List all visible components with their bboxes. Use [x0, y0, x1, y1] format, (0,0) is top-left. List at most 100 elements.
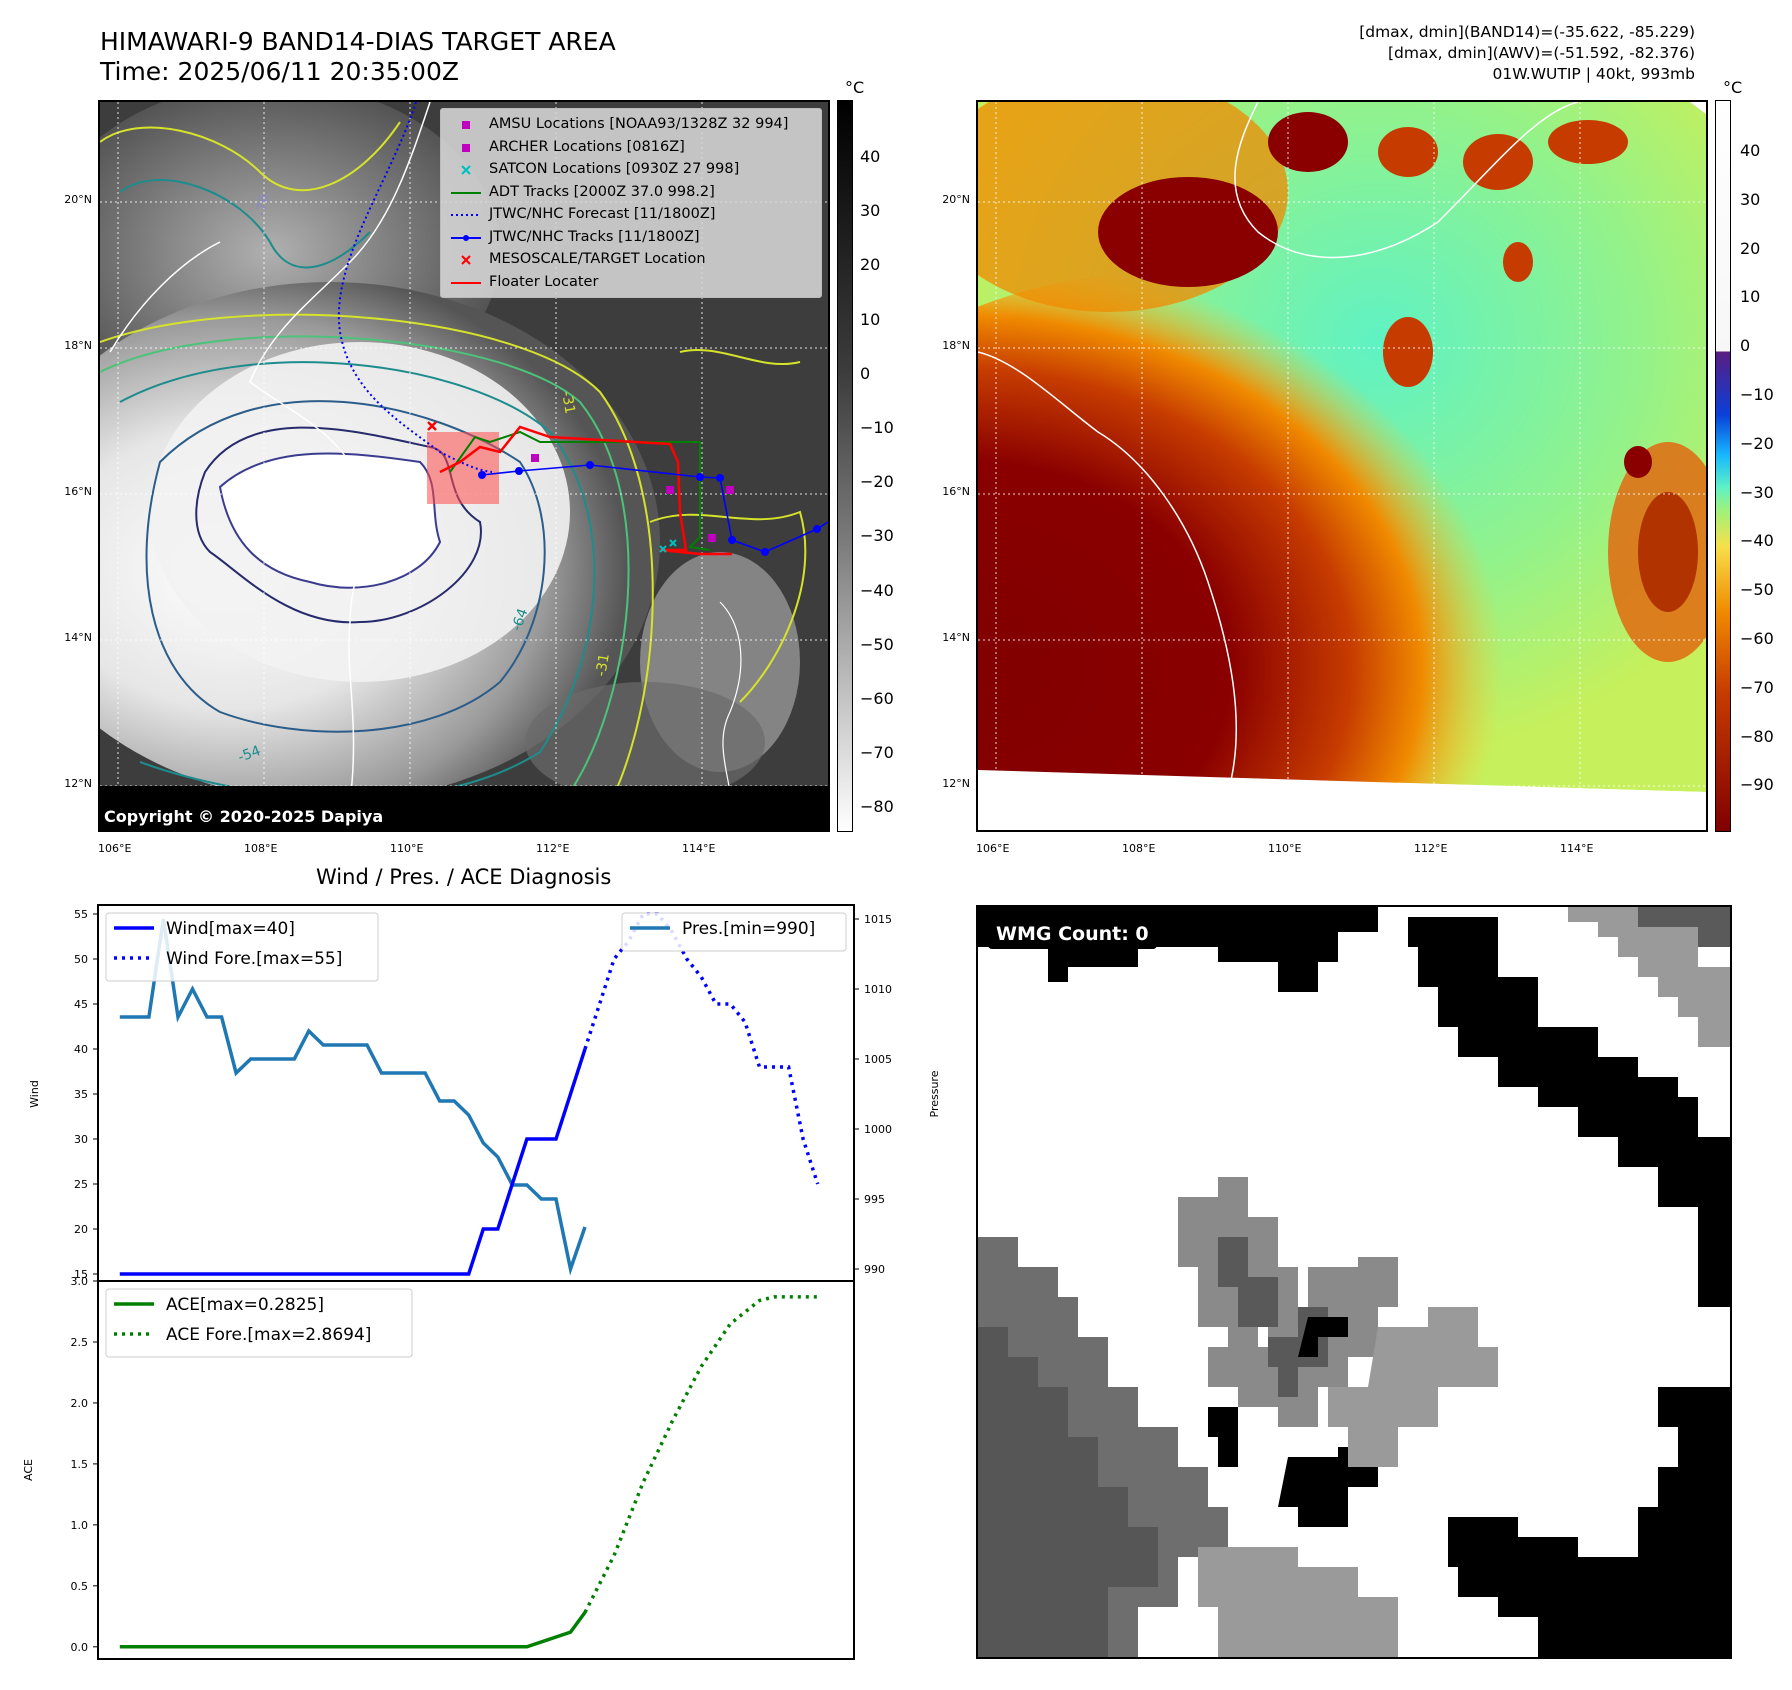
colorbar-tick: −40	[860, 580, 894, 600]
colorbar-unit-right: °C	[1723, 78, 1743, 97]
wind-ytick: 50	[74, 953, 88, 966]
wind-axis-label: Wind	[28, 1080, 41, 1108]
colorbar-tick: −10	[860, 418, 894, 437]
chart-legend: Pres.[min=990]	[621, 912, 847, 952]
legend-entry: SATCON Locations [0930Z 27 998]	[449, 160, 819, 180]
colorbar-tick: −70	[1740, 677, 1774, 697]
legend-entry: ARCHER Locations [0816Z]	[449, 138, 819, 158]
ace-ytick: 3.0	[71, 1275, 89, 1288]
stats-band14: [dmax, dmin](BAND14)=(-35.622, -85.229)	[1359, 23, 1695, 41]
colorbar-tick: 40	[1740, 141, 1761, 160]
colorbar-tick: 0	[860, 363, 871, 383]
legend-label: MESOSCALE/TARGET Location	[489, 251, 706, 267]
contour-label: -31	[593, 652, 613, 677]
legend-swatch	[449, 228, 483, 248]
legend-label: SATCON Locations [0930Z 27 998]	[489, 161, 740, 177]
lat-label: 20°N	[942, 193, 970, 206]
legend-swatch	[449, 273, 483, 293]
wind-ytick: 30	[74, 1133, 88, 1146]
lat-label: 16°N	[64, 485, 92, 498]
ace-ytick: 1.0	[71, 1519, 89, 1532]
colorbar-tick: 0	[1740, 336, 1751, 356]
colorbar-tick: −50	[1740, 580, 1774, 600]
colorbar-tick: −80	[1740, 726, 1774, 746]
colorbar-tick: 30	[1740, 189, 1761, 209]
lon-label: 112°E	[536, 842, 570, 855]
ace-line	[119, 1611, 587, 1649]
pressure-ytick: 995	[864, 1193, 885, 1206]
legend-swatch	[449, 205, 483, 225]
lon-label: 106°E	[98, 842, 132, 855]
lat-label: 18°N	[64, 339, 92, 352]
legend-entry: Floater Locater	[449, 273, 819, 293]
colorbar-tick: −60	[1740, 629, 1774, 648]
awv-map	[978, 102, 1706, 830]
timestamp: Time: 2025/06/11 20:35:00Z	[100, 57, 459, 86]
legend-entry: MESOSCALE/TARGET Location	[449, 250, 819, 270]
legend-label: AMSU Locations [NOAA93/1328Z 32 994]	[489, 116, 789, 132]
diagnosis-title: Wind / Pres. / ACE Diagnosis	[316, 865, 612, 889]
wmg-image	[978, 907, 1730, 1657]
wind-ytick: 40	[74, 1043, 88, 1056]
legend-swatch	[449, 183, 483, 203]
colorbar-tick: −50	[860, 634, 894, 654]
wind-ytick: 45	[74, 998, 88, 1011]
copyright: Copyright © 2020-2025 Dapiya	[104, 807, 384, 826]
colorbar-left	[837, 100, 853, 832]
contour-label: -64	[509, 606, 532, 633]
ace-axis-label: ACE	[22, 1459, 35, 1481]
lat-label: 18°N	[942, 339, 970, 352]
legend-label: JTWC/NHC Forecast [11/1800Z]	[489, 206, 716, 222]
lon-label: 108°E	[1122, 842, 1156, 855]
ace-ytick: 0.5	[71, 1580, 89, 1593]
map-legend: AMSU Locations [NOAA93/1328Z 32 994] ARCH…	[440, 108, 822, 298]
colorbar-tick: −80	[860, 797, 894, 817]
wind-ytick: 35	[74, 1088, 88, 1101]
lat-label: 14°N	[942, 631, 970, 644]
legend-entry: ADT Tracks [2000Z 37.0 998.2]	[449, 183, 819, 203]
colorbar-tick: 20	[860, 255, 881, 275]
lat-label: 20°N	[64, 193, 92, 206]
legend-entry: JTWC/NHC Tracks [11/1800Z]	[449, 228, 819, 248]
legend-entry: AMSU Locations [NOAA93/1328Z 32 994]	[449, 115, 819, 135]
ace-ytick: 2.5	[71, 1336, 89, 1349]
colorbar-tick: 10	[860, 309, 881, 329]
colorbar-tick: −60	[860, 689, 894, 708]
wmg-count-label: WMG Count: 0	[988, 919, 1157, 949]
chart-legend: ACE[max=0.2825] ACE Fore.[max=2.8694]	[105, 1288, 413, 1358]
pressure-ytick: 1015	[864, 913, 892, 926]
lon-label: 114°E	[682, 842, 716, 855]
lon-label: 110°E	[1268, 842, 1302, 855]
wmg-panel: WMG Count: 0	[976, 905, 1732, 1659]
page-title: HIMAWARI-9 BAND14-DIAS TARGET AREA	[100, 27, 616, 56]
wind-ytick: 25	[74, 1178, 88, 1191]
lat-label: 12°N	[942, 777, 970, 790]
lon-label: 106°E	[976, 842, 1010, 855]
pressure-ytick: 1005	[864, 1053, 892, 1066]
wind-pressure-plot: 55 50 45 40 35 30 25 20 15 1015 1010 1005 1000 995 990…	[28, 904, 941, 1284]
wind-ytick: 15	[74, 1268, 88, 1281]
colorbar-tick: −90	[1740, 775, 1774, 795]
contour-label: -31	[558, 390, 578, 415]
legend-swatch	[449, 115, 483, 135]
colorbar-tick: −40	[1740, 531, 1774, 551]
colorbar-tick: 30	[860, 201, 881, 221]
copyright-bar	[100, 786, 828, 830]
pressure-axis-label: Pressure	[928, 1070, 941, 1117]
colorbar-tick: −30	[860, 526, 894, 546]
ir-map-panel: -76 -31 -64 -54 -31 AMSU Locations [NOAA…	[98, 100, 830, 832]
colorbar-tick: −20	[1740, 433, 1774, 453]
colorbar-tick: −70	[860, 743, 894, 763]
ace-ytick: 0.0	[71, 1641, 89, 1654]
wind-pressure-chart: 55 50 45 40 35 30 25 20 15 1015 1010 1005 1000 995 990…	[28, 904, 941, 1284]
lon-label: 114°E	[1560, 842, 1594, 855]
pressure-ytick: 1010	[864, 983, 892, 996]
colorbar-tick: 20	[1740, 238, 1761, 258]
ace-chart: 3.0 2.5 2.0 1.5 1.0 0.5 0.0 ACE ACE[max=0.2825] A…	[22, 1275, 855, 1660]
lon-label: 110°E	[390, 842, 424, 855]
chart-legend-label: Pres.[min=990]	[682, 919, 815, 939]
legend-label: ADT Tracks [2000Z 37.0 998.2]	[489, 183, 715, 200]
contour-label: -54	[236, 743, 263, 766]
legend-label: Floater Locater	[489, 273, 599, 290]
contour-label: -76	[253, 192, 273, 217]
